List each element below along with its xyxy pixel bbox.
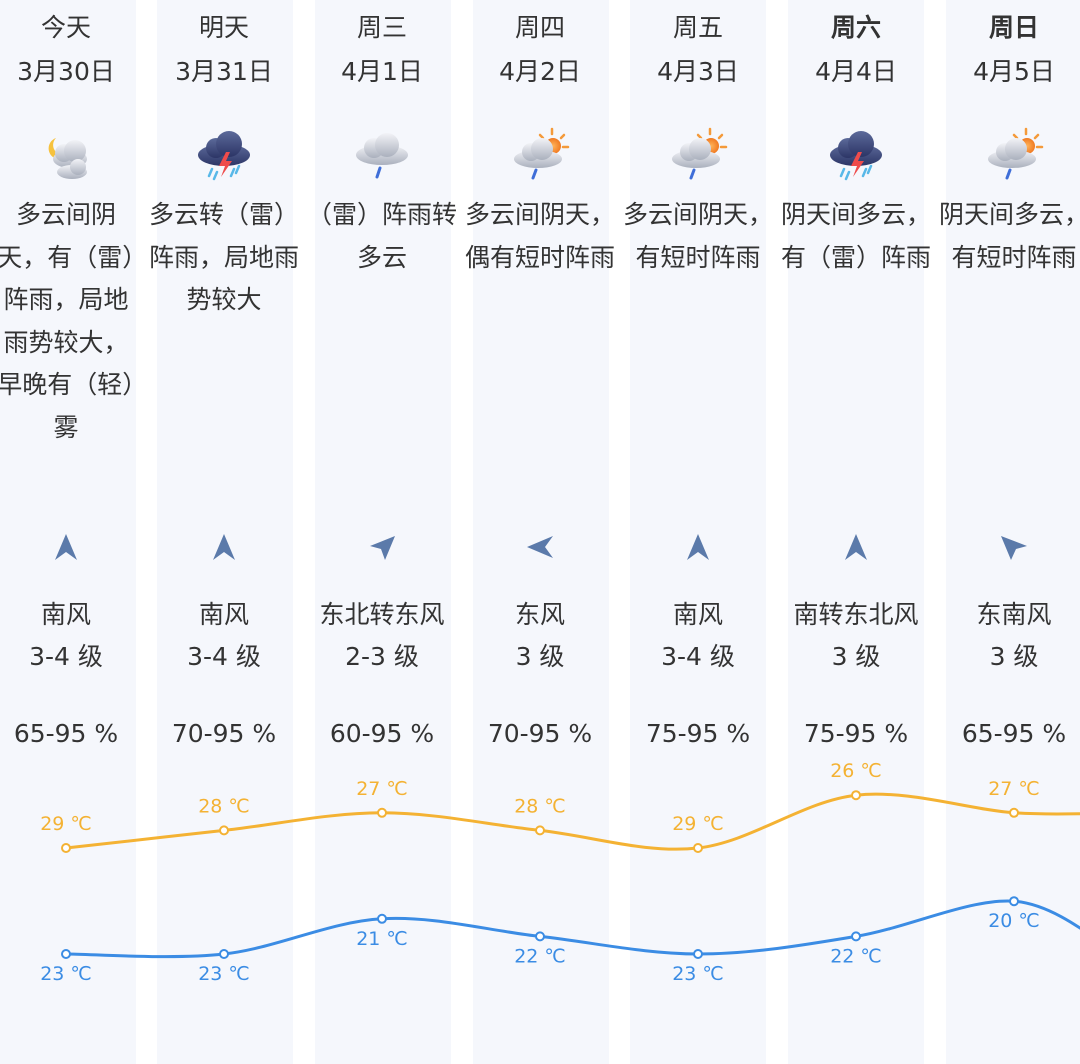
wind-info: 南风 3-4 级 xyxy=(0,594,145,678)
wind-info: 南转东北风 3 级 xyxy=(777,594,935,678)
north-arrow-icon xyxy=(55,534,77,560)
date-label: 4月5日 xyxy=(973,57,1055,86)
weather-description: 多云间阴天，偶有短时阵雨 xyxy=(464,200,615,272)
wind-info: 东北转东风 2-3 级 xyxy=(303,594,461,678)
column-background xyxy=(788,0,924,1064)
humidity: 70-95 % xyxy=(487,719,593,748)
column-background xyxy=(630,0,766,1064)
column-background xyxy=(157,0,293,1064)
wind-info: 南风 3-4 级 xyxy=(145,594,303,678)
humidity: 60-95 % xyxy=(329,719,435,748)
wind-direction: 南风 xyxy=(198,600,249,629)
wind-level: 3-4 级 xyxy=(187,642,261,671)
day-label: 周日 xyxy=(988,13,1039,42)
wind-info: 南风 3-4 级 xyxy=(619,594,777,678)
north-arrow-icon xyxy=(213,534,235,560)
west-arrow-icon xyxy=(527,536,553,558)
wind-level: 3-4 级 xyxy=(661,642,735,671)
forecast-day-column: 周四 4月2日多云间阴天，偶有短时阵雨东风 3 级 70-95 % xyxy=(461,0,619,1064)
day-label: 周五 xyxy=(672,13,723,42)
northwest-arrow-icon xyxy=(1001,536,1027,560)
humidity: 75-95 % xyxy=(803,719,909,748)
sun-cloud-rain-icon xyxy=(988,127,1044,180)
sun-cloud-rain-icon xyxy=(672,127,728,180)
weather-description: （雷）阵雨转多云 xyxy=(306,200,457,272)
forecast-day-column: 周六 4月4日阴天间多云，有（雷）阵雨南转东北风 3 级 75-95 % xyxy=(777,0,935,1064)
date-label: 3月31日 xyxy=(175,57,273,86)
date-label: 4月4日 xyxy=(815,57,897,86)
weather-description: 多云间阴天，有短时阵雨 xyxy=(622,200,773,272)
wind-direction: 南风 xyxy=(40,600,91,629)
day-label: 周三 xyxy=(356,13,407,42)
weather-description: 多云转（雷）阵雨，局地雨势较大 xyxy=(148,200,299,314)
weather-description: 阴天间多云，有短时阵雨 xyxy=(938,200,1080,272)
date-label: 4月2日 xyxy=(499,57,581,86)
wind-info: 东风 3 级 xyxy=(461,594,619,678)
thunderstorm-icon xyxy=(198,131,250,181)
wind-level: 2-3 级 xyxy=(345,642,419,671)
column-background xyxy=(315,0,451,1064)
thunderstorm-icon xyxy=(830,131,882,181)
date-label: 3月30日 xyxy=(17,57,115,86)
humidity: 65-95 % xyxy=(961,719,1067,748)
wind-level: 3 级 xyxy=(515,642,565,671)
weather-description: 阴天间多云，有（雷）阵雨 xyxy=(780,200,931,272)
wind-direction: 东风 xyxy=(514,600,565,629)
sun-cloud-rain-icon xyxy=(514,127,570,180)
day-label: 周四 xyxy=(514,13,565,42)
wind-level: 3 级 xyxy=(989,642,1039,671)
day-label: 今天 xyxy=(40,13,91,42)
forecast-day-column: 明天 3月31日多云转（雷）阵雨，局地雨势较大南风 3-4 级 70-95 % xyxy=(145,0,303,1064)
forecast-day-column: 周三 4月1日 （雷）阵雨转多云东北转东风 2-3 级 60-95 % xyxy=(303,0,461,1064)
partly-cloudy-night-icon xyxy=(48,138,87,179)
wind-direction: 南风 xyxy=(672,600,723,629)
north-arrow-icon xyxy=(845,534,867,560)
forecast-day-column: 周日 4月5日阴天间多云，有短时阵雨东南风 3 级 65-95 % xyxy=(935,0,1080,1064)
humidity: 65-95 % xyxy=(13,719,119,748)
day-label: 明天 xyxy=(198,13,249,42)
wind-direction: 东南风 xyxy=(976,600,1052,629)
weather-description: 多云间阴天，有（雷）阵雨，局地雨势较大，早晚有（轻）雾 xyxy=(0,200,135,442)
forecast-day-column: 周五 4月3日多云间阴天，有短时阵雨南风 3-4 级 75-95 % xyxy=(619,0,777,1064)
wind-direction: 东北转东风 xyxy=(319,600,445,629)
rain-cloud-icon xyxy=(356,133,408,179)
north-arrow-icon xyxy=(687,534,709,560)
forecast-day-column: 今天 3月30日多云间阴天，有（雷）阵雨，局地雨势较大，早晚有（轻）雾南风 3-4 … xyxy=(0,0,145,1064)
column-background xyxy=(473,0,609,1064)
date-label: 4月3日 xyxy=(657,57,739,86)
day-label: 周六 xyxy=(830,13,881,42)
date-label: 4月1日 xyxy=(341,57,423,86)
wind-info: 东南风 3 级 xyxy=(935,594,1080,678)
humidity: 70-95 % xyxy=(171,719,277,748)
wind-level: 3-4 级 xyxy=(29,642,103,671)
humidity: 75-95 % xyxy=(645,719,751,748)
column-background xyxy=(946,0,1080,1064)
northeast-arrow-icon xyxy=(370,536,395,560)
wind-direction: 南转东北风 xyxy=(793,600,919,629)
wind-level: 3 级 xyxy=(831,642,881,671)
